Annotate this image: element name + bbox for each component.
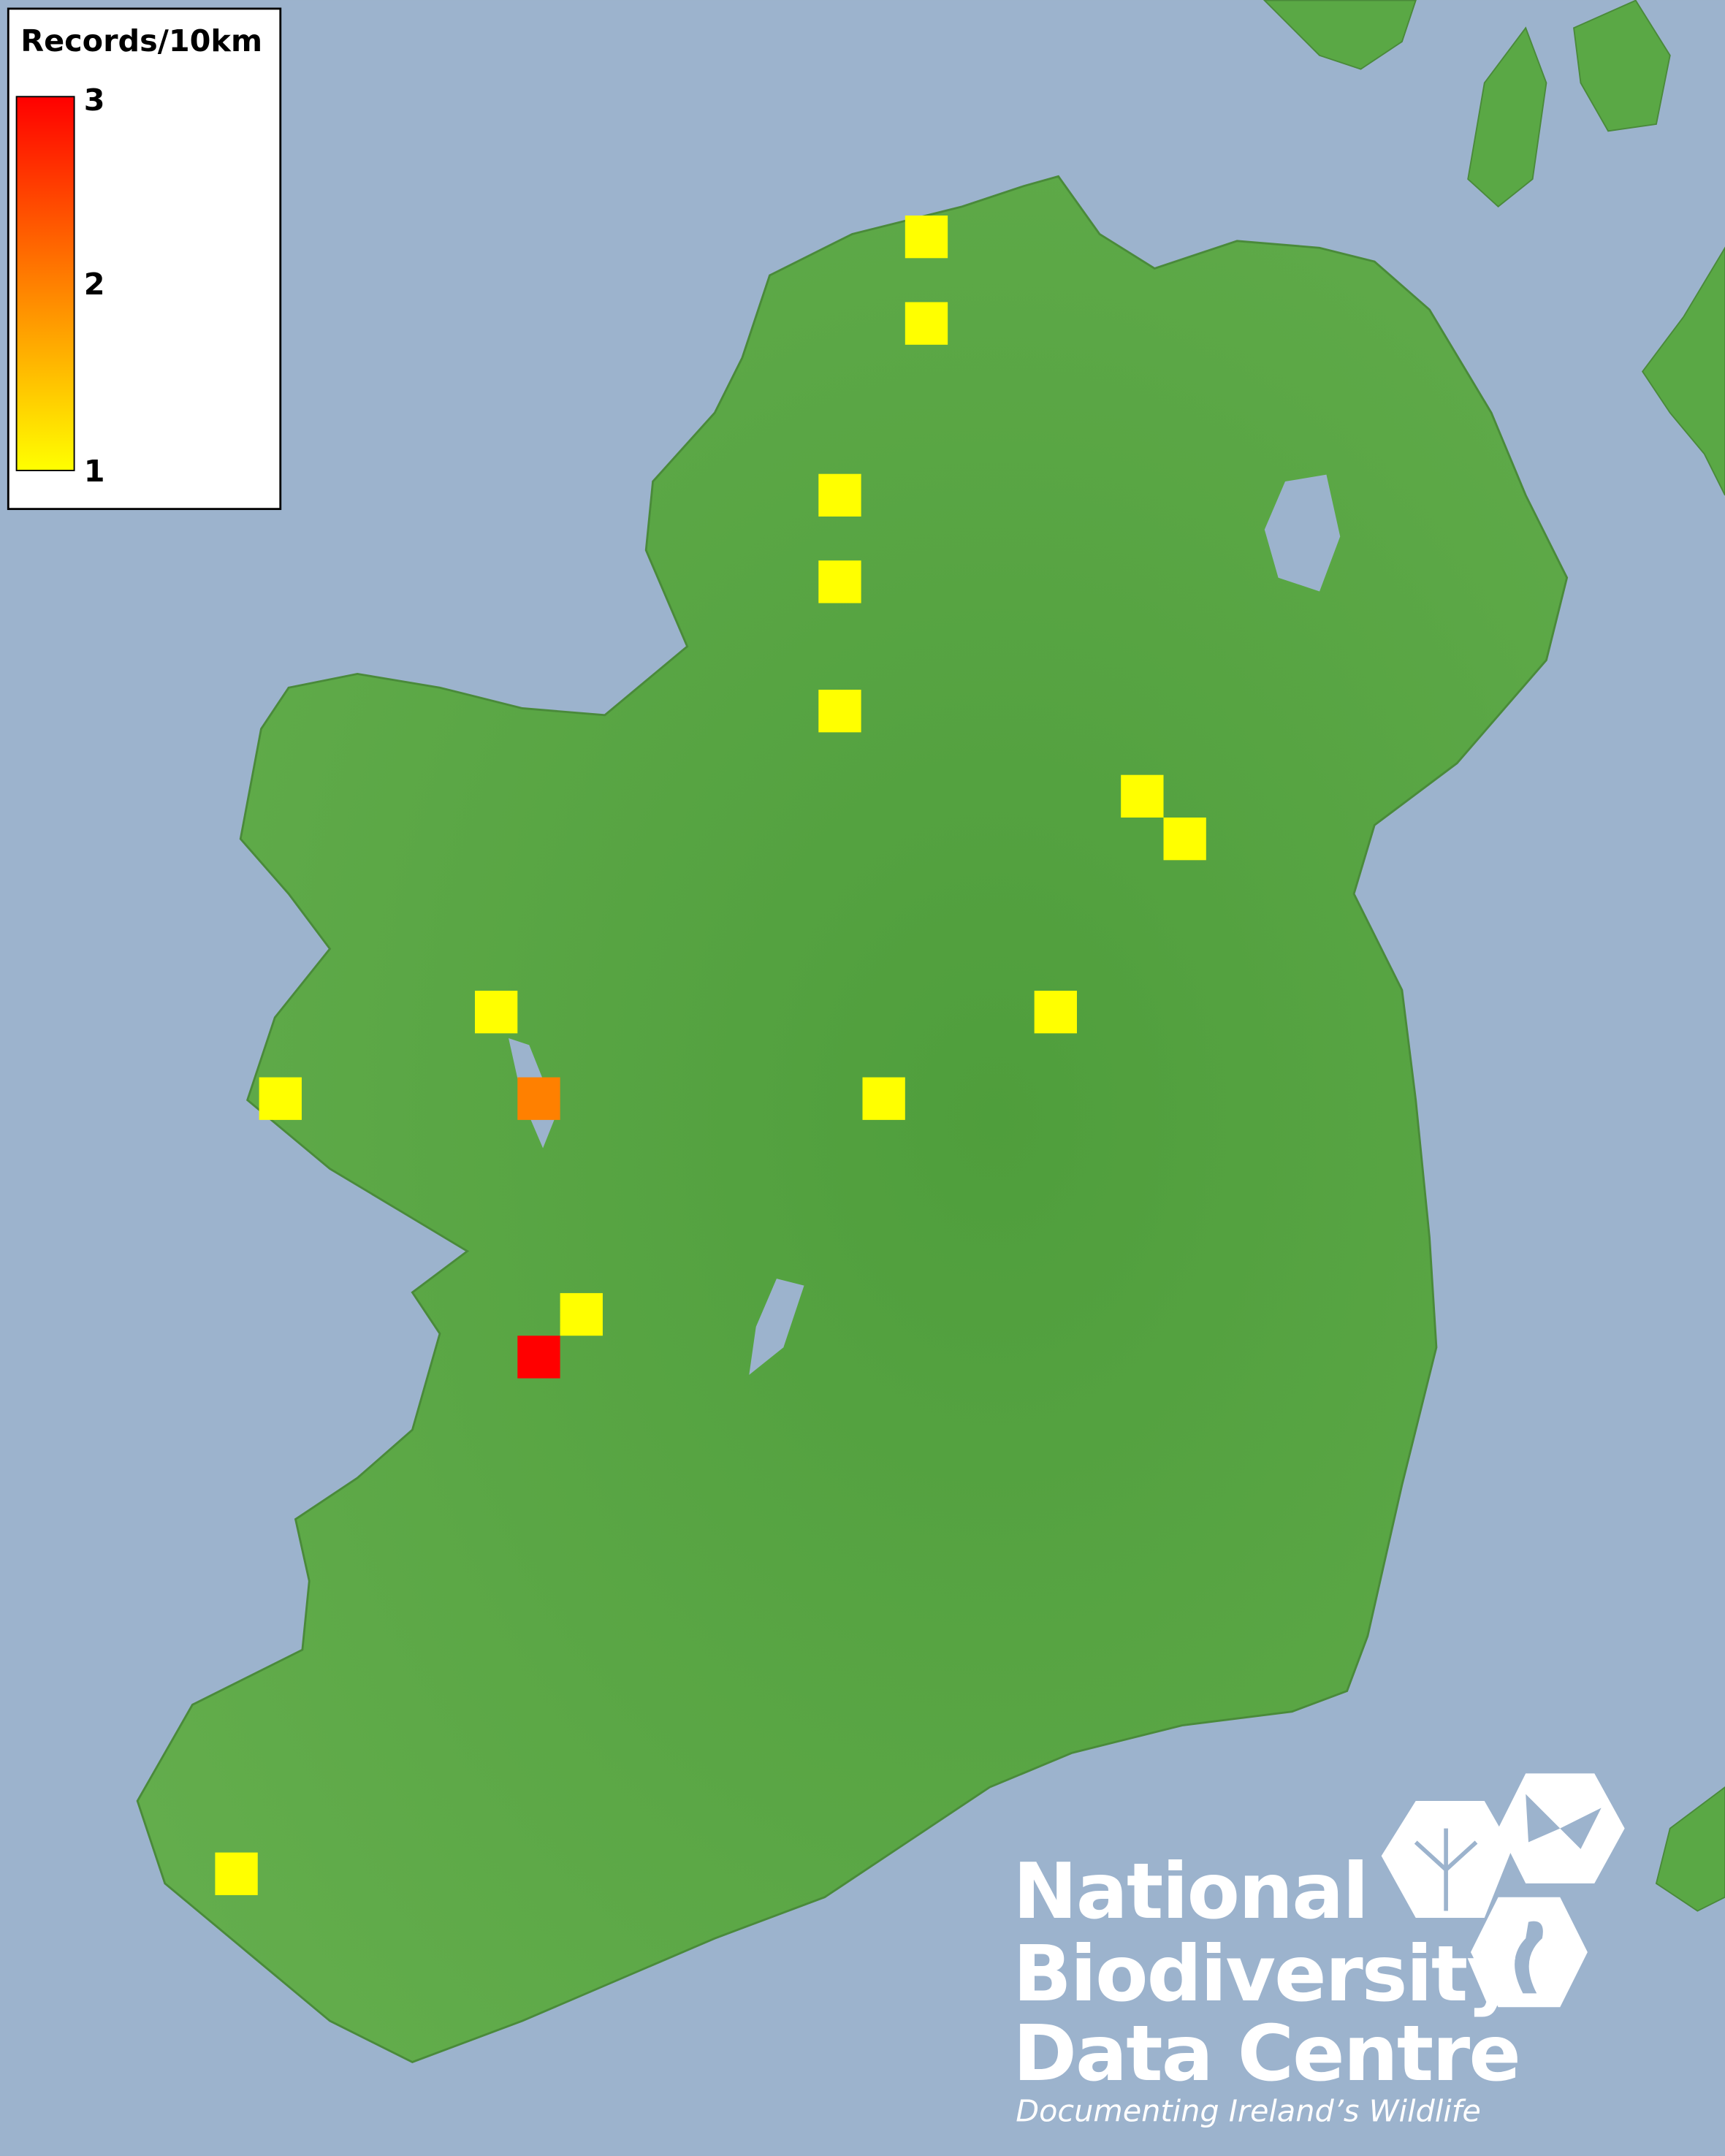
record-square bbox=[474, 991, 518, 1034]
record-square bbox=[905, 302, 948, 345]
logo-tagline: Documenting Ireland’s Wildlife bbox=[1016, 2093, 1481, 2128]
legend-title: Records/10km bbox=[20, 23, 262, 58]
legend-tick-min: 1 bbox=[84, 454, 105, 489]
lough-derg bbox=[749, 1279, 804, 1375]
record-square bbox=[862, 1077, 905, 1120]
record-square bbox=[818, 560, 861, 603]
record-square bbox=[215, 1852, 258, 1895]
record-square bbox=[517, 1336, 560, 1379]
butterfly-icon bbox=[1526, 1794, 1602, 1849]
legend-tick-mid: 2 bbox=[84, 267, 105, 302]
record-square bbox=[1034, 991, 1077, 1034]
record-square bbox=[1163, 817, 1206, 861]
legend: Records/10km 3 2 1 bbox=[7, 7, 282, 511]
record-square bbox=[259, 1077, 302, 1120]
record-square bbox=[905, 216, 948, 259]
scotland-landmass bbox=[1263, 0, 1725, 1912]
record-squares bbox=[215, 216, 1206, 1895]
lough-neagh bbox=[1264, 474, 1341, 592]
record-square bbox=[517, 1077, 560, 1120]
logo-line-2: Biodiversity bbox=[1013, 1929, 1515, 2019]
logo-line-3: Data Centre bbox=[1013, 2008, 1519, 2098]
legend-tick-max: 3 bbox=[84, 83, 105, 118]
logo-line-1: National bbox=[1013, 1846, 1367, 1936]
legend-color-bar bbox=[15, 96, 75, 471]
record-square bbox=[818, 690, 861, 733]
nbdc-logo: National Biodiversity Data Centre Docume… bbox=[1013, 1773, 1625, 2128]
ireland-landmass bbox=[136, 175, 1569, 2064]
record-square bbox=[818, 473, 861, 517]
record-square bbox=[560, 1292, 603, 1336]
seahorse-icon bbox=[1515, 1921, 1543, 1994]
record-square bbox=[1121, 774, 1164, 818]
tree-icon bbox=[1414, 1828, 1478, 1911]
